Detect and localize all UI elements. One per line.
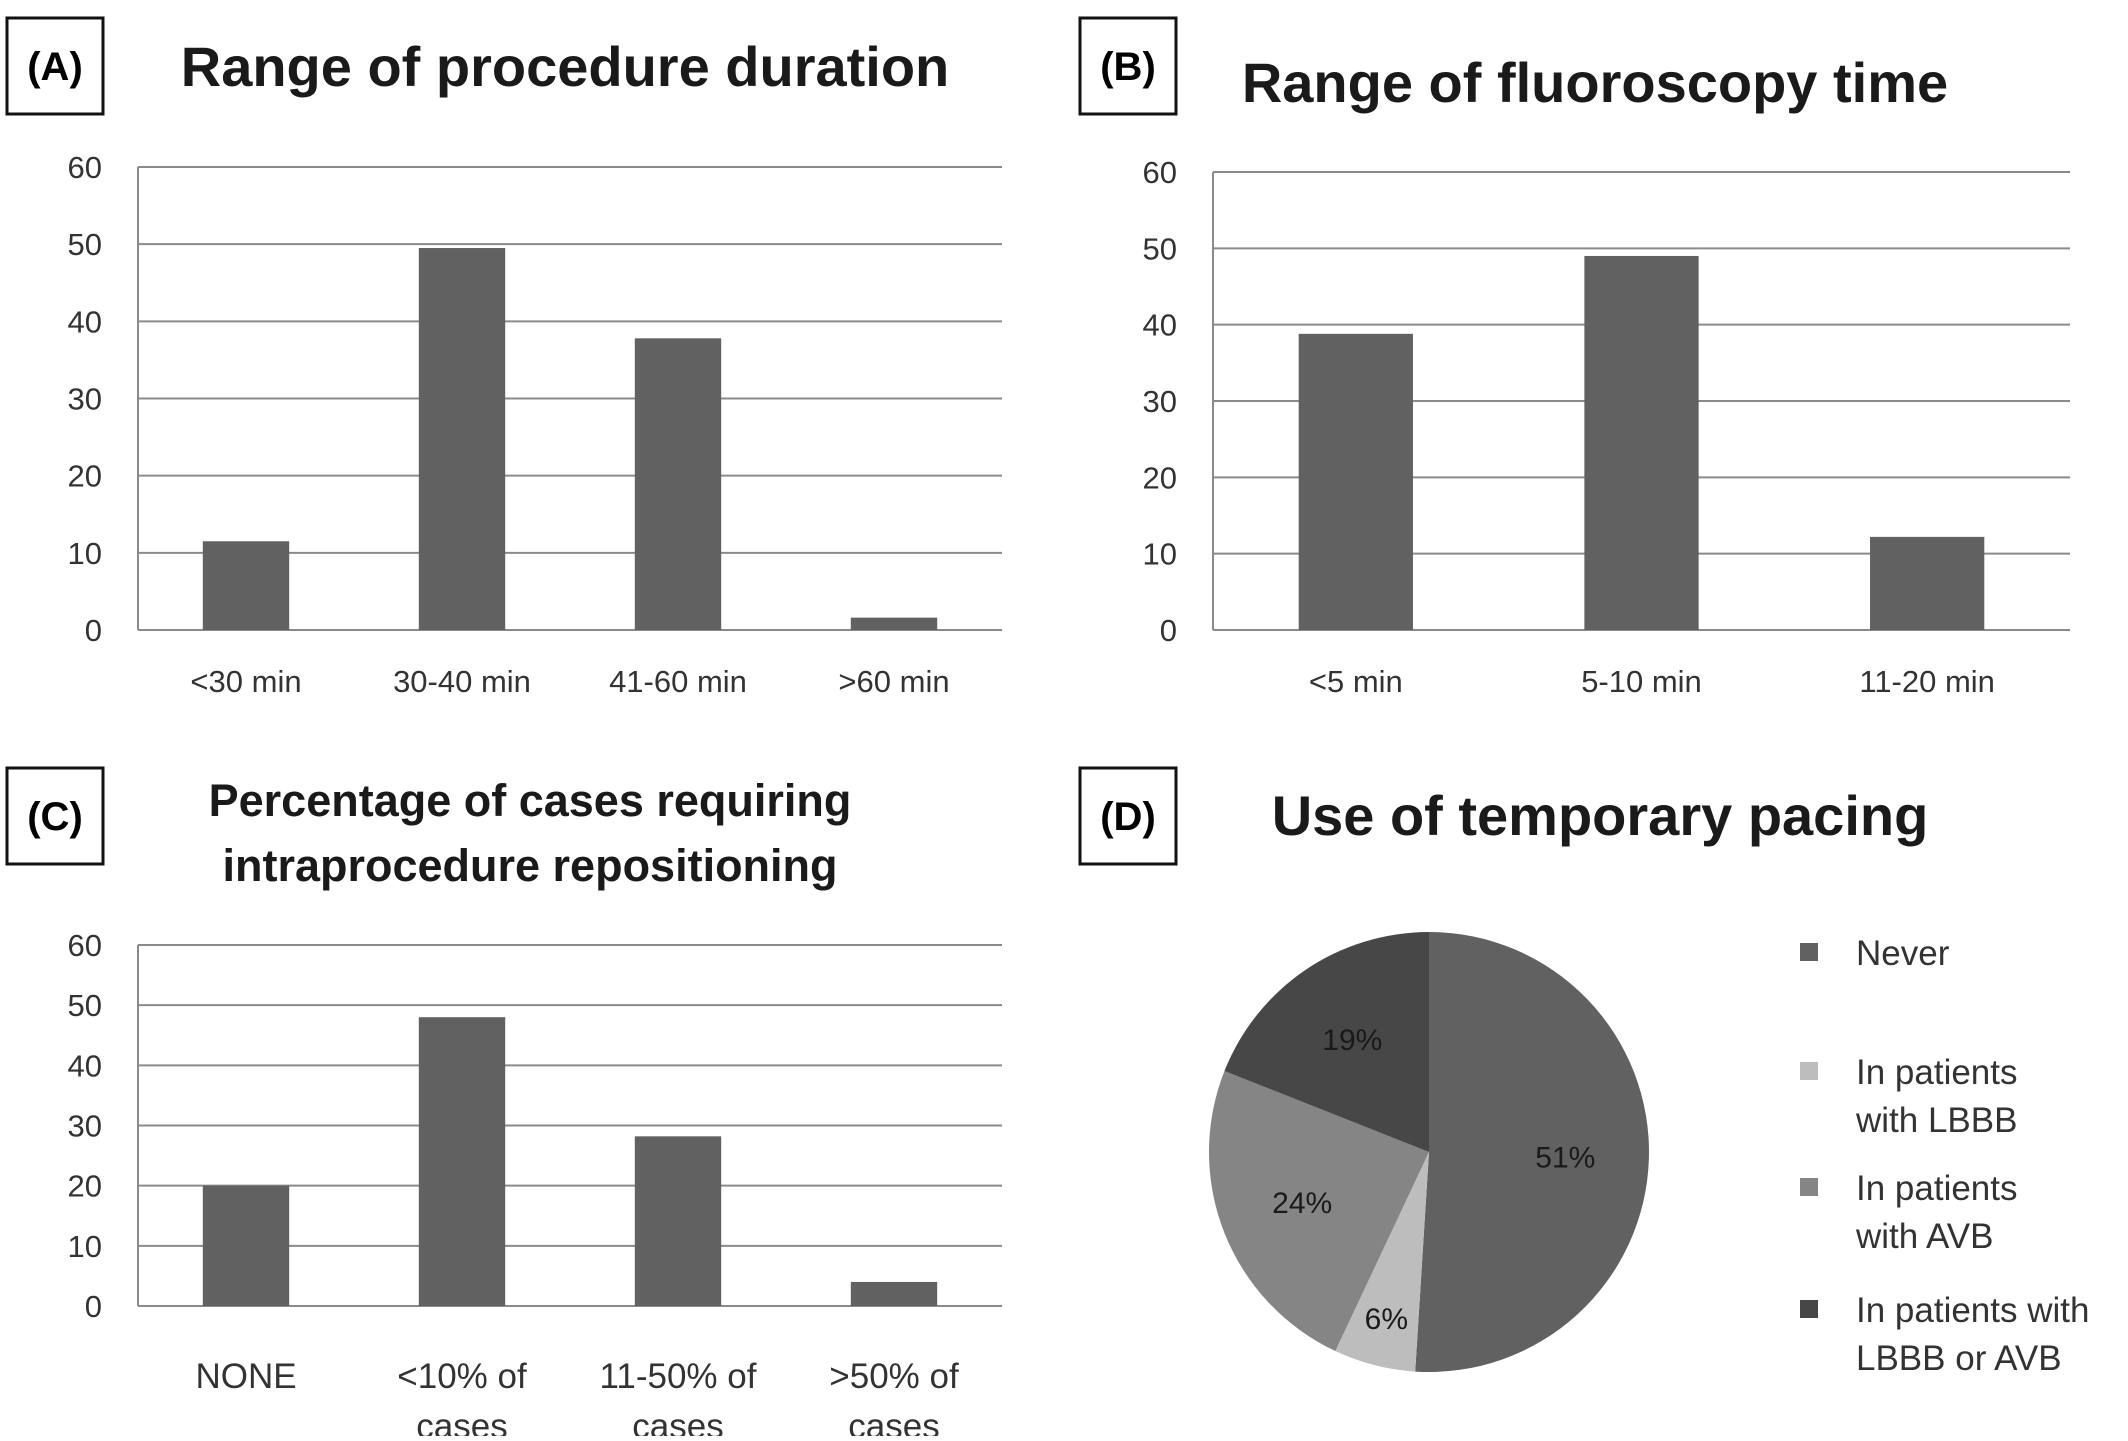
legend-entry-line: with AVB — [1855, 1217, 1993, 1256]
bar — [202, 541, 290, 630]
panel-label-box — [5, 16, 105, 116]
pie-data-label: 51% — [1535, 1141, 1595, 1174]
legend-entry-line: with LBBB — [1855, 1101, 2017, 1140]
y-tick-label: 0 — [85, 613, 102, 648]
y-tick-label: 30 — [68, 1109, 102, 1144]
pie-slice — [1209, 1071, 1429, 1352]
x-tick-label: 30-40 min — [393, 664, 531, 699]
y-tick-label: 10 — [1143, 537, 1177, 572]
panel-a: (A) Range of procedure duration 0 10 20 30 40 5… — [5, 16, 1002, 699]
legend-entry: Never — [1856, 934, 1950, 973]
chart-title-line: Percentage of cases requiring — [209, 775, 852, 826]
bar — [634, 338, 722, 630]
bar — [202, 1185, 290, 1306]
bar — [634, 1136, 722, 1306]
y-tick-label: 30 — [1143, 384, 1177, 419]
y-tick-label: 30 — [68, 382, 102, 417]
x-tick-label: 5-10 min — [1581, 664, 1702, 699]
pie-slice — [1224, 932, 1429, 1152]
x-tick-label: 41-60 min — [609, 664, 747, 699]
x-tick-label: >50% of cases — [829, 1357, 959, 1436]
panel-b: (B) Range of fluoroscopy time 0 10 20 30 40 50 6… — [1078, 16, 2070, 699]
panel-label: (C) — [27, 795, 83, 839]
bar — [1870, 536, 1985, 630]
legend-swatch — [1800, 1062, 1818, 1080]
legend-swatch — [1800, 1300, 1818, 1318]
panel-label-box — [5, 766, 105, 866]
bar — [418, 1017, 506, 1306]
y-tick-label: 40 — [68, 304, 102, 339]
panel-label-box — [1078, 766, 1178, 866]
pie-slice — [1335, 1152, 1429, 1372]
chart-title: Range of fluoroscopy time — [1242, 51, 1948, 114]
legend-entry: In patients with LBBB or AVB — [1856, 1291, 2089, 1378]
bar — [418, 248, 506, 630]
chart-title-line: intraprocedure repositioning — [222, 840, 837, 891]
x-tick-label-line: NONE — [195, 1357, 296, 1396]
legend-entry-line: In patients — [1856, 1169, 2018, 1208]
panel-label: (D) — [1100, 795, 1156, 839]
y-tick-label: 0 — [85, 1289, 102, 1324]
x-tick-label: NONE — [195, 1357, 296, 1396]
bar — [850, 617, 938, 630]
y-tick-label: 50 — [68, 227, 102, 262]
panel-c: (C) Percentage of cases requiring intrapro… — [5, 766, 1002, 1441]
x-tick-label: 11-50% of cases — [600, 1357, 757, 1436]
chart-title: Use of temporary pacing — [1272, 784, 1929, 847]
panel-d: (D) Use of temporary pacing 51% 6% 24% 19% Nev… — [1078, 766, 2089, 1378]
x-tick-label: <30 min — [190, 664, 301, 699]
chart-title: Range of procedure duration — [181, 35, 950, 98]
y-tick-label: 60 — [68, 928, 102, 963]
x-tick-label: <10% of cases — [397, 1357, 527, 1436]
y-tick-label: 60 — [68, 150, 102, 185]
bar — [850, 1281, 938, 1306]
legend-entry-line: In patients — [1856, 1053, 2018, 1092]
panel-label-box — [1078, 16, 1178, 116]
x-tick-label-line: cases — [416, 1407, 507, 1436]
y-tick-label: 10 — [68, 1229, 102, 1264]
y-tick-label: 60 — [1143, 155, 1177, 190]
legend-entry-line: LBBB or AVB — [1856, 1339, 2062, 1378]
x-tick-label-line: cases — [848, 1407, 939, 1436]
y-tick-label: 50 — [68, 988, 102, 1023]
bar — [1584, 255, 1699, 630]
pie-data-label: 24% — [1272, 1187, 1332, 1220]
chart-title: Percentage of cases requiring intraproced… — [209, 775, 852, 891]
y-tick-label: 20 — [68, 459, 102, 494]
y-tick-label: 40 — [1143, 308, 1177, 343]
pie-data-label: 19% — [1322, 1024, 1382, 1057]
y-tick-label: 20 — [1143, 460, 1177, 495]
legend-swatch — [1800, 943, 1818, 961]
legend-swatch — [1800, 1178, 1818, 1196]
panel-label: (A) — [27, 45, 83, 89]
legend-entry-line: Never — [1856, 934, 1950, 973]
x-tick-label-line: 11-50% of — [600, 1357, 757, 1396]
x-tick-label: <5 min — [1309, 664, 1403, 699]
bar — [1298, 333, 1413, 630]
pie-slice — [1415, 932, 1649, 1372]
panel-label: (B) — [1100, 45, 1156, 89]
x-tick-label-line: <10% of — [397, 1357, 527, 1396]
x-tick-label-line: cases — [632, 1407, 723, 1436]
y-tick-label: 10 — [68, 536, 102, 571]
legend-entry-line: In patients with — [1856, 1291, 2089, 1330]
legend-entry: In patients with AVB — [1855, 1169, 2018, 1256]
y-tick-label: 50 — [1143, 231, 1177, 266]
pie-data-label: 6% — [1365, 1303, 1408, 1336]
x-tick-label-line: >50% of — [829, 1357, 959, 1396]
y-tick-label: 40 — [68, 1048, 102, 1083]
y-tick-label: 20 — [68, 1169, 102, 1204]
x-tick-label: 11-20 min — [1859, 664, 1995, 699]
y-tick-label: 0 — [1160, 613, 1177, 648]
legend-entry: In patients with LBBB — [1855, 1053, 2018, 1140]
x-tick-label: >60 min — [838, 664, 949, 699]
